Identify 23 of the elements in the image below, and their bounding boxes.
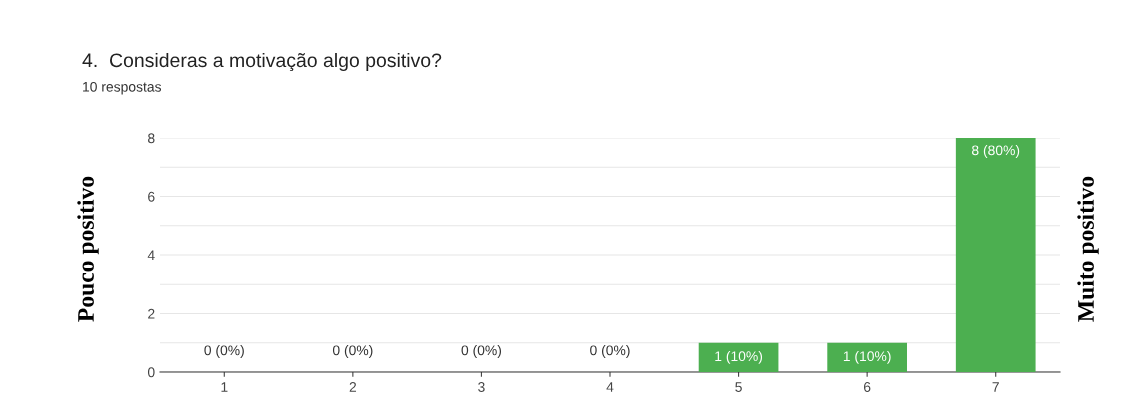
y-tick-label: 6 [148, 191, 155, 202]
data-label: 0 (0%) [461, 345, 502, 358]
y-tick-label: 8 [148, 133, 155, 144]
x-tick-label: 1 [221, 382, 228, 392]
data-label: 0 (0%) [590, 345, 630, 358]
x-tick-label: 5 [735, 382, 742, 392]
data-label: 1 (10%) [715, 350, 763, 364]
y2-axis-title: Muito positivo [1077, 176, 1099, 322]
x-tick-label: 7 [992, 382, 999, 392]
x-tick-label: 4 [606, 382, 614, 392]
y-tick-label: 2 [148, 308, 155, 319]
data-label: 0 (0%) [332, 345, 373, 358]
x-tick-label: 6 [863, 382, 871, 392]
data-label: 8 (80%) [972, 145, 1020, 158]
x-tick-label: 3 [478, 382, 485, 392]
chart-subtitle: 10 respostas [83, 81, 162, 95]
y-axis-title: Pouco positivo [77, 176, 99, 322]
data-label: 0 (0%) [204, 345, 244, 358]
x-tick-label: 2 [349, 382, 357, 392]
y-tick-label: 4 [147, 250, 155, 261]
data-label: 1 (10%) [843, 350, 891, 364]
y-tick-label: 0 [147, 367, 155, 378]
chart-title: 4. Consideras a motivação algo positivo? [82, 52, 442, 72]
